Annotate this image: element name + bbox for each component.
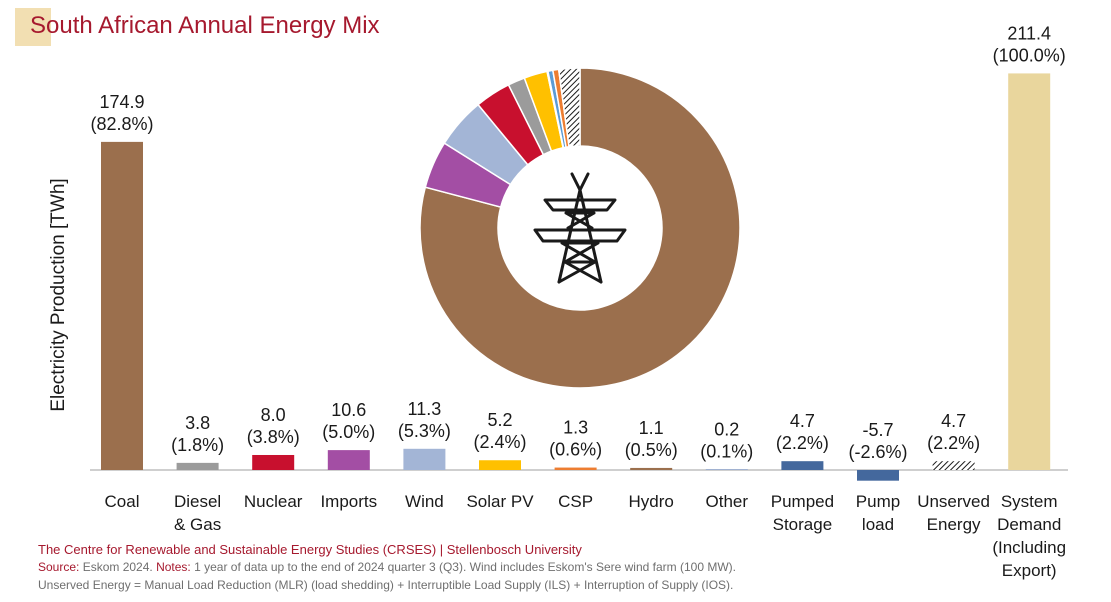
value-label-diesel-gas: 3.8 [185, 413, 210, 433]
value-label-system-demand-including-export: 211.4 [1007, 23, 1051, 43]
percent-label-pump-load: (-2.6%) [848, 442, 907, 462]
percent-label-unserved-energy: (2.2%) [927, 433, 980, 453]
value-label-csp: 1.3 [563, 418, 588, 438]
category-label-imports: Imports [320, 492, 377, 511]
bar-pump-load [857, 470, 899, 481]
value-label-other: 0.2 [714, 420, 739, 440]
bar-csp [554, 467, 597, 470]
source-text: Eskom 2024. [79, 560, 157, 574]
percent-label-nuclear: (3.8%) [247, 427, 300, 447]
percent-label-other: (0.1%) [700, 442, 753, 462]
donut-chart [419, 67, 741, 389]
percent-label-pumped-storage: (2.2%) [776, 433, 829, 453]
category-label-hydro: Hydro [629, 492, 674, 511]
category-label-coal: Coal [105, 492, 140, 511]
category-label-system-demand-including-export: System [1001, 492, 1058, 511]
value-label-unserved-energy: 4.7 [941, 411, 966, 431]
category-label-diesel-gas: Diesel [174, 492, 221, 511]
category-label-pump-load: Pump [856, 492, 900, 511]
category-label-unserved-energy-2: Energy [927, 515, 981, 534]
power-transmission-tower-icon [533, 172, 627, 284]
percent-label-wind: (5.3%) [398, 421, 451, 441]
bar-imports [327, 450, 370, 470]
bar-pumped-storage [781, 461, 824, 470]
bar-unserved-energy [932, 461, 975, 470]
value-label-pumped-storage: 4.7 [790, 411, 815, 431]
footer-org: The Centre for Renewable and Sustainable… [38, 542, 582, 557]
category-label-wind: Wind [405, 492, 444, 511]
category-label-diesel-gas-2: & Gas [174, 515, 221, 534]
value-label-hydro: 1.1 [639, 418, 664, 438]
donut-slice-coal [419, 67, 741, 389]
donut-slice-unserved-energy [557, 67, 581, 148]
source-label: Source: [38, 560, 80, 574]
category-label-system-demand-including-export-4: Export) [1002, 561, 1057, 580]
bar-wind [403, 448, 446, 470]
bar-diesel-gas [176, 462, 219, 470]
bar-hydro [630, 467, 673, 470]
category-label-pumped-storage-2: Storage [773, 515, 833, 534]
percent-label-coal: (82.8%) [90, 114, 153, 134]
percent-label-system-demand-including-export: (100.0%) [993, 45, 1066, 65]
chart-title: South African Annual Energy Mix [30, 12, 380, 39]
category-label-other: Other [706, 492, 749, 511]
bar-nuclear [252, 454, 295, 470]
category-label-pumped-storage: Pumped [771, 492, 834, 511]
footer-source: Source: Eskom 2024. Notes: 1 year of dat… [38, 558, 968, 576]
footer: The Centre for Renewable and Sustainable… [38, 541, 968, 594]
value-label-wind: 11.3 [408, 399, 442, 419]
category-label-unserved-energy: Unserved [917, 492, 990, 511]
category-label-solar-pv: Solar PV [466, 492, 534, 511]
bar-solar-pv [479, 460, 521, 470]
value-label-pump-load: -5.7 [862, 420, 893, 440]
title-accent-block [15, 8, 51, 46]
value-label-imports: 10.6 [331, 400, 366, 420]
footer-unserved-note: Unserved Energy = Manual Load Reduction … [38, 578, 734, 592]
percent-label-solar-pv: (2.4%) [473, 432, 526, 452]
category-label-nuclear: Nuclear [244, 492, 303, 511]
value-label-solar-pv: 5.2 [487, 410, 512, 430]
category-label-pump-load-2: load [862, 515, 894, 534]
percent-label-csp: (0.6%) [549, 440, 602, 460]
category-label-system-demand-including-export-3: (Including [992, 538, 1066, 557]
bar-system-demand-including-export [1008, 73, 1051, 470]
percent-label-diesel-gas: (1.8%) [171, 435, 224, 455]
bar-coal [101, 141, 143, 470]
percent-label-imports: (5.0%) [322, 422, 375, 442]
notes-text: 1 year of data up to the end of 2024 qua… [190, 560, 736, 574]
percent-label-hydro: (0.5%) [625, 440, 678, 460]
category-label-system-demand-including-export-2: Demand [997, 515, 1061, 534]
value-label-nuclear: 8.0 [261, 405, 286, 425]
category-label-csp: CSP [558, 492, 593, 511]
y-axis-label: Electricity Production [TWh] [48, 178, 69, 411]
notes-label: Notes: [156, 560, 191, 574]
bar-chart: (82.8%)174.9 Coal (1.8%)3.8 Diesel & Gas (3.8… [90, 23, 1068, 580]
value-label-coal: 174.9 [99, 92, 144, 112]
